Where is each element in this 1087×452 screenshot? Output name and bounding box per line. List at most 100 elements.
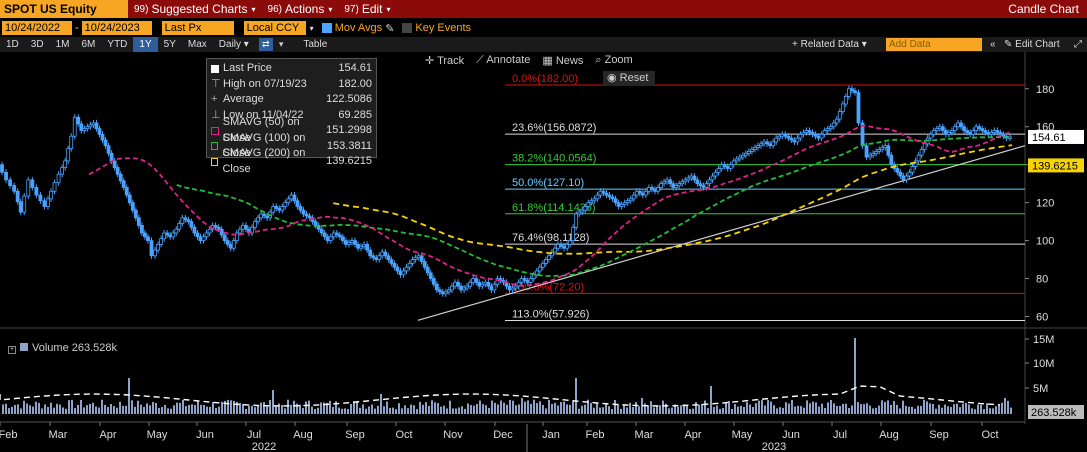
candle-body bbox=[304, 213, 309, 217]
chart-legend[interactable]: Last Price 154.61 ⊤ High on 07/19/23 182.… bbox=[206, 58, 377, 175]
chart-area[interactable]: 0.0%(182.00) 23.6%(156.0872) 38.2%(140.056… bbox=[0, 52, 1087, 452]
legend-label: High on 07/19/23 bbox=[223, 77, 307, 90]
volume-bar bbox=[935, 408, 937, 414]
zoom-tool[interactable]: ⌕ Zoom bbox=[595, 54, 632, 67]
volume-bar bbox=[116, 407, 118, 414]
related-data-button[interactable]: + Related Data ▾ bbox=[792, 39, 867, 50]
x-tick-label: Jun bbox=[196, 429, 214, 441]
actions-menu[interactable]: 96) Actions ▾ bbox=[268, 0, 333, 18]
candle-body bbox=[225, 240, 230, 245]
candle-body bbox=[898, 171, 903, 177]
legend-label: SMAVG (200) on Close bbox=[222, 147, 306, 175]
key-events-toggle[interactable]: Key Events bbox=[402, 22, 471, 34]
volume-bar bbox=[422, 404, 424, 414]
volume-bar bbox=[764, 405, 766, 414]
candle-body bbox=[377, 255, 382, 260]
volume-bar bbox=[620, 408, 622, 414]
news-label: News bbox=[555, 54, 584, 67]
x-tick-label: Jul bbox=[833, 429, 847, 441]
period-max[interactable]: Max bbox=[187, 39, 207, 50]
menu-label: Suggested Charts bbox=[151, 2, 248, 16]
volume-bar bbox=[518, 404, 520, 414]
y-tick-label: 160 bbox=[1036, 122, 1054, 134]
volume-bar bbox=[668, 408, 670, 414]
period-ytd[interactable]: YTD bbox=[107, 39, 128, 50]
volume-bar bbox=[296, 403, 298, 414]
volume-bar bbox=[824, 407, 826, 414]
period-1d[interactable]: 1D bbox=[6, 39, 19, 50]
volume-bar bbox=[983, 409, 985, 414]
candle-body bbox=[365, 243, 370, 251]
pencil-icon[interactable]: ✎ bbox=[385, 22, 395, 35]
volume-bar bbox=[356, 401, 358, 414]
menu-number: 96) bbox=[267, 3, 282, 15]
candle-body bbox=[986, 132, 991, 135]
table-button[interactable]: Table bbox=[303, 39, 328, 50]
track-label: Track bbox=[437, 54, 465, 67]
candle-body bbox=[174, 228, 179, 234]
candle-body bbox=[26, 179, 31, 197]
news-icon: ▦ bbox=[542, 54, 553, 67]
volume-bar bbox=[65, 408, 67, 414]
volume-bar bbox=[809, 403, 811, 414]
volume-legend[interactable]: + Volume 263.528k bbox=[8, 342, 117, 354]
annotate-tool[interactable]: ⟋ Annotate bbox=[476, 54, 530, 67]
candle-body bbox=[686, 177, 691, 181]
candle-body bbox=[507, 285, 512, 291]
volume-bar bbox=[119, 401, 121, 414]
start-date-field[interactable]: 10/24/2022 bbox=[2, 21, 72, 35]
price-field-select[interactable]: Last Px bbox=[161, 21, 234, 35]
volume-bar bbox=[512, 400, 514, 414]
volume-bar bbox=[533, 399, 535, 414]
volume-bar bbox=[908, 406, 910, 414]
period-3d[interactable]: 3D bbox=[30, 39, 44, 50]
add-data-input[interactable]: Add Data bbox=[886, 38, 982, 51]
news-tool[interactable]: ▦ News bbox=[542, 54, 583, 67]
expand-icon[interactable]: ⤢ bbox=[1074, 39, 1082, 50]
currency-select[interactable]: Local CCY bbox=[243, 21, 306, 35]
candle-body bbox=[971, 130, 976, 135]
candle-body bbox=[42, 200, 47, 207]
period-5y[interactable]: 5Y bbox=[163, 39, 176, 50]
volume-bar bbox=[482, 404, 484, 414]
reset-zoom-button[interactable]: ◉ Reset bbox=[603, 71, 655, 85]
volume-bar bbox=[386, 401, 388, 414]
candle-body bbox=[301, 209, 306, 215]
candle-body bbox=[689, 175, 694, 179]
collapse-icon[interactable]: « bbox=[990, 39, 996, 50]
chevron-down-icon[interactable]: ▾ bbox=[278, 39, 284, 49]
chevron-down-icon[interactable]: ▾ bbox=[309, 23, 314, 33]
volume-bar bbox=[794, 406, 796, 414]
candle-body bbox=[962, 126, 966, 131]
candle-body bbox=[428, 272, 433, 279]
mov-avgs-toggle[interactable]: Mov Avgs ✎ bbox=[321, 22, 395, 35]
end-date-field[interactable]: 10/24/2023 bbox=[81, 21, 152, 35]
candle-body bbox=[404, 266, 409, 272]
candle-body bbox=[768, 143, 773, 147]
volume-bar bbox=[260, 402, 262, 414]
volume-bar bbox=[917, 405, 919, 414]
candle-body bbox=[492, 283, 497, 291]
volume-bar bbox=[332, 406, 334, 414]
candle-body bbox=[483, 281, 488, 285]
candle-body bbox=[583, 206, 588, 211]
candle-body bbox=[456, 281, 460, 287]
suggested-charts-menu[interactable]: 99) Suggested Charts ▾ bbox=[134, 0, 256, 18]
period-6m[interactable]: 6M bbox=[81, 39, 96, 50]
edit-chart-button[interactable]: ✎ Edit Chart bbox=[1004, 39, 1060, 50]
x-tick-label: Aug bbox=[879, 429, 899, 441]
compare-icon[interactable]: ⇄ bbox=[258, 38, 273, 51]
period-1y[interactable]: 1Y bbox=[133, 37, 158, 52]
period-1m[interactable]: 1M bbox=[55, 39, 70, 50]
volume-bar bbox=[578, 408, 580, 414]
candle-body bbox=[889, 154, 894, 166]
volume-bar bbox=[281, 404, 283, 414]
average-icon: + bbox=[211, 93, 218, 105]
candle-body bbox=[592, 198, 597, 202]
track-tool[interactable]: ✛ Track bbox=[425, 54, 464, 67]
checkbox-icon bbox=[321, 23, 332, 33]
ticker-field[interactable]: SPOT US Equity bbox=[0, 0, 128, 18]
frequency-select[interactable]: Daily ▾ bbox=[218, 39, 249, 50]
volume-bar bbox=[539, 401, 541, 414]
edit-menu[interactable]: 97) Edit ▾ bbox=[344, 0, 390, 18]
